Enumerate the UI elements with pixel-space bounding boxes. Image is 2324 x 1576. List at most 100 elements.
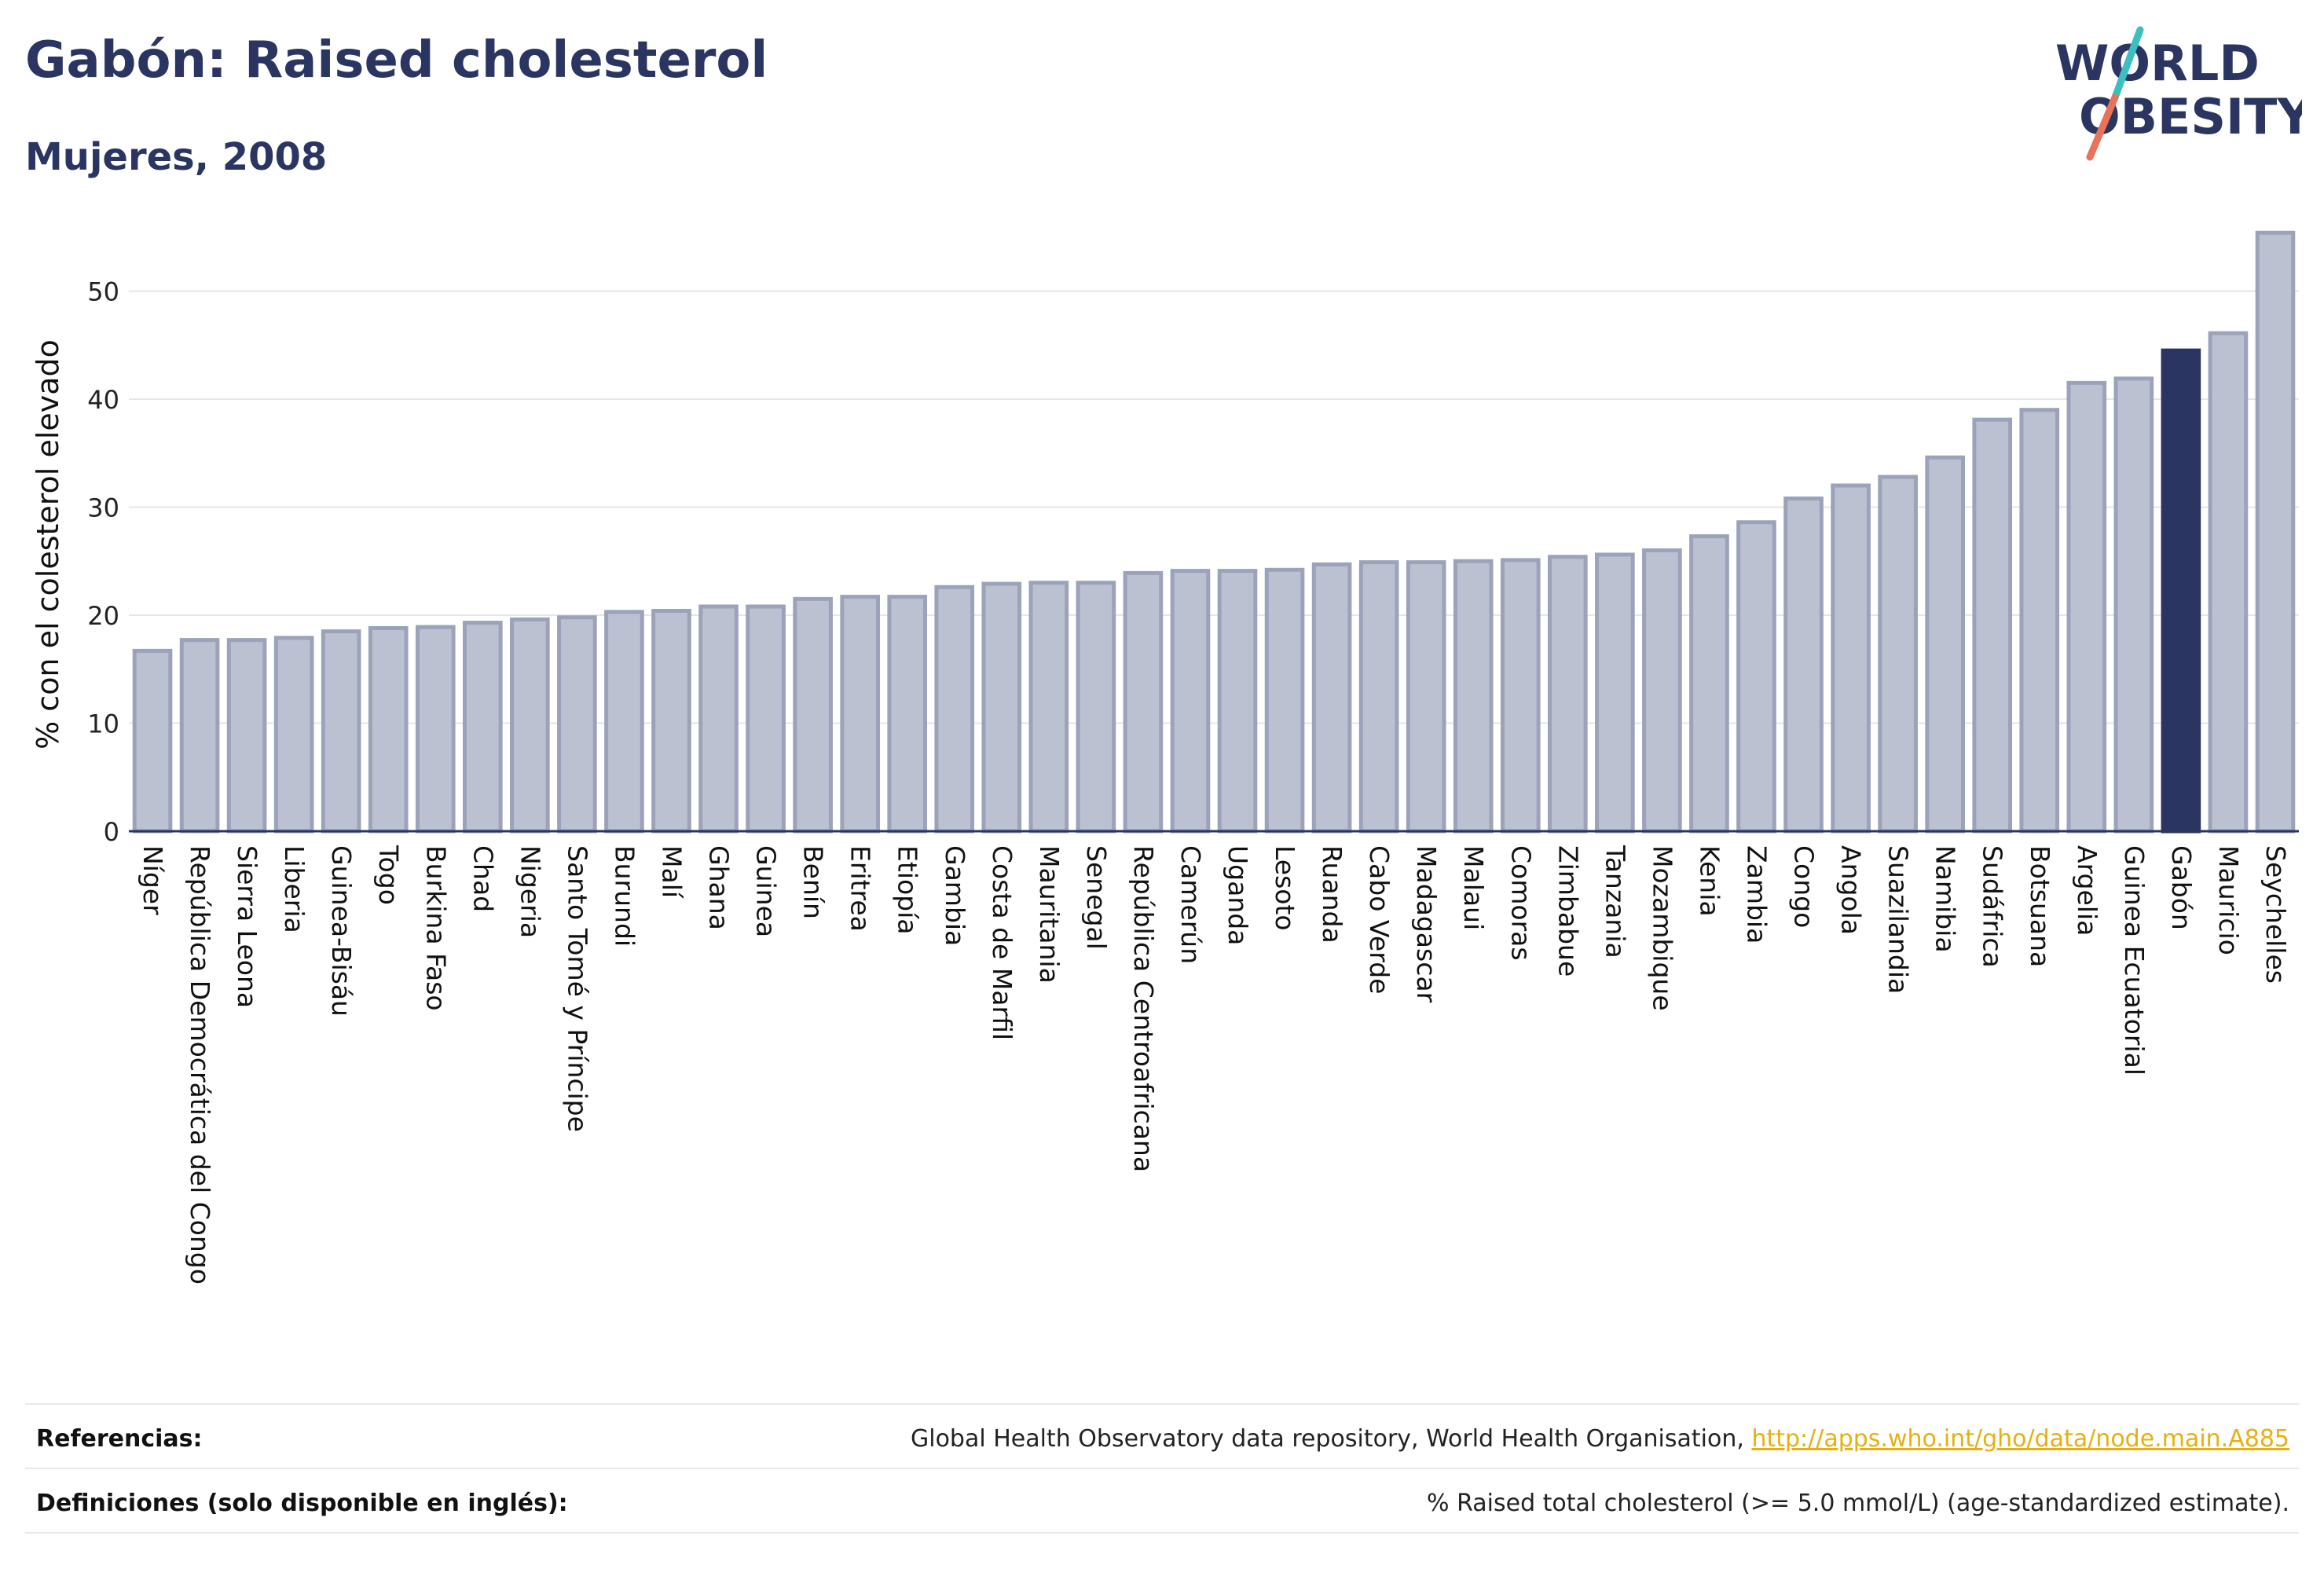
y-tick-label: 20 (87, 601, 119, 631)
x-tick-label: Níger (137, 845, 168, 915)
x-tick-label: Mauritania (1034, 845, 1065, 984)
bar-sierra-leona[interactable] (226, 638, 267, 834)
bar-kenia[interactable] (1689, 534, 1729, 834)
x-tick-label: Costa de Marfil (987, 845, 1017, 1040)
bar-mozambique[interactable] (1642, 548, 1682, 834)
y-tick-label: 10 (87, 709, 119, 739)
x-tick-label: Senegal (1081, 845, 1112, 950)
chart-title: Gabón: Raised cholesterol (25, 31, 768, 90)
x-tick-label: Eritrea (845, 845, 876, 932)
x-tick-label: Lesoto (1270, 845, 1300, 931)
x-tick-label: Malí (657, 845, 687, 900)
bar-botsuana[interactable] (2019, 408, 2060, 834)
x-tick-label: Sudáfrica (1978, 845, 2008, 968)
bar-ghana[interactable] (698, 604, 739, 834)
bar-namibia[interactable] (1925, 455, 1965, 834)
bar-ruanda[interactable] (1311, 562, 1352, 834)
y-tick-label: 0 (104, 817, 119, 847)
bar-burkina-faso[interactable] (415, 625, 456, 834)
references-link[interactable]: http://apps.who.int/gho/data/node.main.A… (1751, 1425, 2289, 1453)
bar-lesoto[interactable] (1264, 567, 1305, 834)
logo-line1: WORLD (2055, 35, 2260, 92)
x-tick-label: Guinea-Bisáu (326, 845, 357, 1017)
x-tick-label: Nigeria (515, 845, 545, 938)
bar-gambia[interactable] (934, 585, 975, 834)
x-tick-label: Angola (1836, 845, 1867, 935)
y-tick-label: 50 (87, 277, 119, 307)
bar-cabo-verde[interactable] (1358, 560, 1399, 834)
bar-madagascar[interactable] (1406, 560, 1446, 834)
logo-slash-bottom (2086, 93, 2119, 161)
definitions-label: Definiciones (solo disponible en inglés)… (36, 1490, 568, 1517)
bar-togo[interactable] (368, 626, 409, 834)
x-tick-label: Guinea (751, 845, 782, 937)
references-label: Referencias: (36, 1425, 203, 1453)
x-tick-label: Kenia (1694, 845, 1725, 917)
bar-costa-de-marfil[interactable] (981, 581, 1022, 834)
chart-subtitle: Mujeres, 2008 (25, 135, 328, 179)
references-value: Global Health Observatory data repositor… (911, 1425, 2289, 1453)
footer-divider-bottom (25, 1532, 2299, 1534)
x-tick-labels: Níger República Democrática del Congo Sier… (137, 845, 2291, 1285)
bar-uganda[interactable] (1217, 569, 1258, 834)
bar-sudáfrica[interactable] (1972, 417, 2013, 834)
x-tick-label: Mauricio (2213, 845, 2244, 955)
bar-liberia[interactable] (273, 636, 314, 834)
bar-camerún[interactable] (1170, 569, 1211, 834)
bar-seychelles[interactable] (2255, 230, 2296, 834)
bar-suazilandia[interactable] (1878, 475, 1918, 834)
bar-república-democrática-del-congo[interactable] (179, 638, 220, 834)
bar-congo[interactable] (1783, 497, 1824, 834)
x-tick-label: Seychelles (2260, 845, 2291, 984)
x-tick-label: Namibia (1930, 845, 1961, 953)
world-obesity-logo: WORLD OBESITY (2055, 26, 2302, 161)
x-tick-label: Burkina Faso (420, 845, 451, 1011)
x-tick-label: Liberia (279, 845, 310, 933)
bar-tanzania[interactable] (1595, 552, 1635, 834)
bar-guinea-ecuatorial[interactable] (2113, 376, 2154, 834)
x-tick-label: Madagascar (1411, 845, 1442, 1003)
x-tick-label: Uganda (1222, 845, 1253, 945)
footer-divider-top (25, 1403, 2299, 1405)
x-tick-label: Gambia (940, 845, 970, 946)
x-tick-label: Zimbabue (1552, 845, 1583, 977)
bar-senegal[interactable] (1076, 581, 1116, 834)
y-tick-labels: 0 10 20 30 40 50 (87, 277, 119, 848)
x-tick-label: Zambia (1742, 845, 1772, 944)
x-tick-label: Guinea Ecuatorial (2119, 845, 2150, 1076)
x-tick-label: Mozambique (1647, 845, 1677, 1011)
bar-eritrea[interactable] (840, 595, 880, 834)
bar-angola[interactable] (1831, 483, 1871, 834)
bar-guinea[interactable] (746, 604, 786, 834)
bar-burundi[interactable] (604, 610, 644, 834)
x-tick-label: Ruanda (1317, 845, 1347, 944)
bar-guinea-bisáu[interactable] (321, 629, 361, 834)
bar-mauricio[interactable] (2208, 331, 2249, 834)
footer-divider-middle (25, 1468, 2299, 1469)
bar-nigeria[interactable] (510, 618, 550, 834)
bar-chart: 0 10 20 30 40 50 Níger República Democrática d… (31, 230, 2299, 1285)
bar-zambia[interactable] (1736, 520, 1776, 834)
bar-mauritania[interactable] (1028, 581, 1069, 834)
bars (132, 230, 2296, 834)
bar-malí[interactable] (651, 609, 691, 834)
x-tick-label: Santo Tomé y Príncipe (562, 845, 592, 1132)
x-tick-label: República Democrática del Congo (185, 845, 215, 1285)
bar-chad[interactable] (463, 621, 503, 834)
bar-santo-tomé-y-príncipe[interactable] (557, 615, 597, 834)
bar-argelia[interactable] (2066, 380, 2107, 834)
bar-comoras[interactable] (1500, 558, 1541, 834)
bar-república-centroafricana[interactable] (1123, 570, 1164, 834)
x-tick-label: Gabón (2166, 845, 2197, 930)
y-tick-label: 30 (87, 493, 119, 523)
x-tick-label: Benín (798, 845, 829, 919)
bar-etiopía[interactable] (887, 595, 928, 834)
bar-benín[interactable] (793, 596, 833, 834)
references-text: Global Health Observatory data repositor… (911, 1425, 1744, 1453)
bar-gabón[interactable] (2161, 348, 2201, 834)
x-tick-label: Suazilandia (1883, 845, 1914, 994)
bar-malaui[interactable] (1453, 559, 1494, 834)
bar-níger[interactable] (132, 648, 173, 834)
x-tick-label: República Centroafricana (1128, 845, 1159, 1172)
bar-zimbabue[interactable] (1548, 555, 1588, 834)
